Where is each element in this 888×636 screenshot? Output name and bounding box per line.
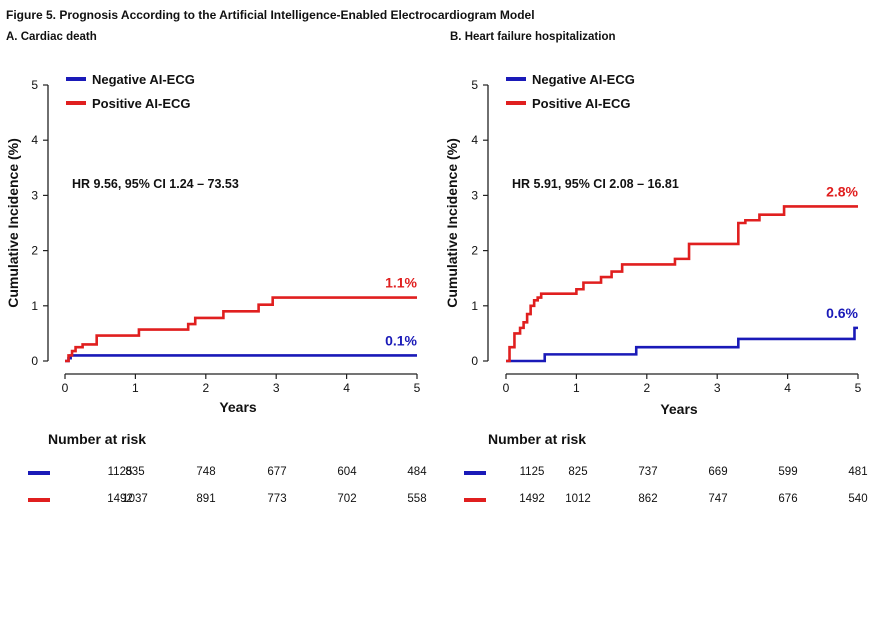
legend-label-a-0: Negative AI-ECG (92, 72, 195, 87)
y-tick-label-b: 5 (471, 78, 478, 92)
km-curve-b-negative (506, 326, 858, 363)
risk-value-a-0-4: 604 (337, 466, 357, 478)
panel-a-label: A. Cardiac death (6, 31, 97, 43)
x-axis-label-b: Years (660, 401, 698, 417)
risk-value-a-1-3: 773 (267, 493, 287, 505)
x-tick-label-a: 1 (132, 381, 139, 395)
risk-swatch-a-0 (28, 471, 50, 475)
x-tick-label-b: 4 (784, 381, 791, 395)
end-label-b-0: 0.6% (826, 305, 858, 321)
km-curve-a-negative (65, 354, 417, 363)
x-tick-label-b: 3 (714, 381, 721, 395)
risk-value-a-1-5: 558 (407, 493, 427, 505)
risk-value-b-1-2: 862 (638, 493, 658, 505)
hr-annotation-a: HR 9.56, 95% CI 1.24 – 73.53 (72, 177, 239, 191)
legend-label-a-1: Positive AI-ECG (92, 96, 190, 111)
end-label-a-0: 0.1% (385, 332, 417, 348)
x-tick-label-b: 5 (855, 381, 862, 395)
end-label-a-1: 1.1% (385, 275, 417, 291)
x-tick-label-a: 4 (343, 381, 350, 395)
y-axis-label-b: Cumulative Incidence (%) (444, 138, 460, 308)
end-label-b-1: 2.8% (826, 183, 858, 199)
figure-title: Figure 5. Prognosis According to the Art… (6, 8, 535, 22)
y-tick-label-b: 0 (471, 354, 478, 368)
x-tick-label-a: 0 (62, 381, 69, 395)
x-tick-label-a: 2 (202, 381, 209, 395)
risk-value-b-0-1: 825 (568, 466, 588, 478)
risk-value-a-0-0: 1125 (107, 466, 133, 478)
km-charts: 0 1 2 3 4 5 0 1 2 3 4 5 Years Cumulative Incidence (%… (5, 72, 862, 417)
risk-value-b-1-3: 747 (708, 493, 728, 505)
risk-value-b-0-0: 1125 (519, 466, 545, 478)
y-tick-label-a: 2 (31, 244, 38, 258)
y-tick-label-a: 4 (31, 133, 38, 147)
risk-value-a-0-3: 677 (267, 466, 287, 478)
x-tick-label-a: 3 (273, 381, 280, 395)
risk-swatch-a-1 (28, 498, 50, 502)
y-tick-label-b: 1 (471, 299, 478, 313)
panel-b-label: B. Heart failure hospitalization (450, 31, 616, 43)
risk-value-a-1-4: 702 (337, 493, 357, 505)
y-tick-label-a: 0 (31, 354, 38, 368)
risk-value-a-1-2: 891 (196, 493, 216, 505)
x-tick-label-a: 5 (414, 381, 421, 395)
y-tick-label-a: 3 (31, 188, 38, 202)
risk-table-title-a: Number at risk (48, 431, 147, 447)
y-tick-label-b: 3 (471, 188, 478, 202)
legend-label-b-0: Negative AI-ECG (532, 72, 635, 87)
km-curve-b-positive (506, 205, 858, 363)
risk-swatch-b-1 (464, 498, 486, 502)
risk-value-b-1-0: 1492 (519, 493, 545, 505)
risk-value-a-0-5: 484 (407, 466, 427, 478)
y-tick-label-b: 2 (471, 244, 478, 258)
km-curve-a-positive (65, 296, 417, 363)
risk-value-b-1-1: 1012 (565, 493, 591, 505)
risk-value-a-1-0: 1492 (107, 493, 133, 505)
x-axis-label-a: Years (219, 399, 257, 415)
risk-value-b-0-4: 599 (778, 466, 798, 478)
y-axis-label-a: Cumulative Incidence (%) (5, 138, 21, 308)
risk-value-b-1-4: 676 (778, 493, 798, 505)
x-tick-label-b: 0 (503, 381, 510, 395)
hr-annotation-b: HR 5.91, 95% CI 2.08 – 16.81 (512, 177, 679, 191)
risk-table-title-b: Number at risk (488, 431, 587, 447)
y-tick-label-a: 1 (31, 299, 38, 313)
x-tick-label-b: 1 (573, 381, 580, 395)
y-tick-label-a: 5 (31, 78, 38, 92)
risk-value-b-0-5: 481 (848, 466, 868, 478)
risk-value-b-0-2: 737 (638, 466, 658, 478)
risk-value-a-1-1: 1037 (122, 493, 148, 505)
risk-swatch-b-0 (464, 471, 486, 475)
y-tick-label-b: 4 (471, 133, 478, 147)
risk-value-b-0-3: 669 (708, 466, 728, 478)
risk-value-b-1-5: 540 (848, 493, 868, 505)
legend-label-b-1: Positive AI-ECG (532, 96, 630, 111)
risk-value-a-0-2: 748 (196, 466, 216, 478)
risk-value-a-0-1: 835 (125, 466, 145, 478)
x-tick-label-b: 2 (643, 381, 650, 395)
